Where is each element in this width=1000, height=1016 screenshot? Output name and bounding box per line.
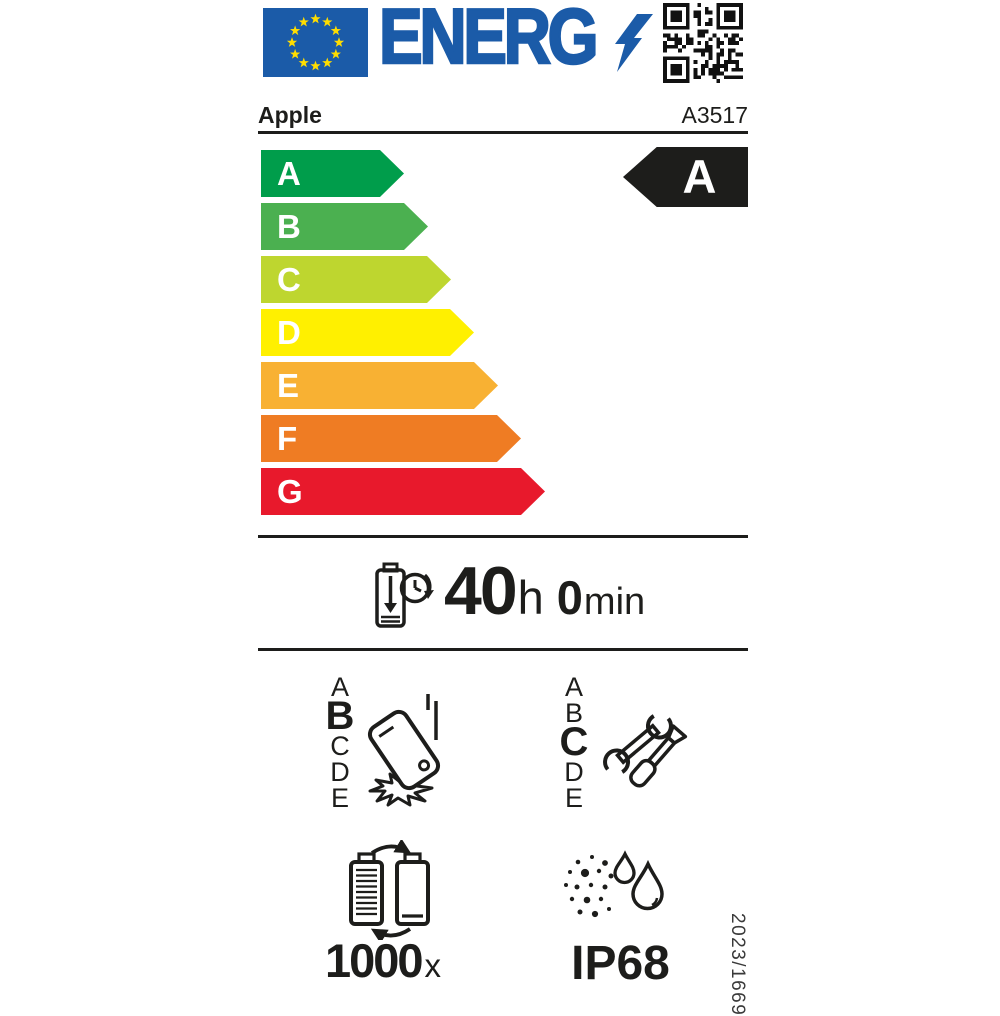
grade-letter: E	[564, 783, 583, 813]
battery-life-value: 40 h 0 min	[444, 552, 646, 629]
eu-flag-icon	[263, 8, 368, 77]
regulation-number: 2023/1669	[727, 913, 748, 1016]
divider	[258, 648, 748, 651]
grade-letter: A	[330, 672, 349, 702]
phone-drop-icon	[367, 694, 441, 807]
class-arrow-d: D	[261, 309, 474, 356]
class-arrow-b: B	[261, 203, 428, 250]
brand-row: Apple A3517	[258, 95, 748, 134]
class-arrow-g: G	[261, 468, 545, 515]
battery-cycles-value: 1000x	[283, 933, 483, 988]
repairability-scale: A B C D E	[555, 672, 593, 813]
class-arrow-c: C	[261, 256, 451, 303]
lightning-bolt-icon	[615, 14, 653, 72]
grade-letter: C	[559, 720, 589, 764]
drop-resistance-scale: A B C D E	[321, 672, 359, 813]
battery-cycle-icon	[349, 840, 430, 940]
grade-letter: D	[330, 757, 350, 787]
divider	[258, 535, 748, 538]
efficiency-scale: A B C D E F G	[261, 150, 545, 515]
grade-letter: B	[564, 698, 583, 728]
ip-rating: IP68	[571, 937, 670, 990]
battery-clock-icon	[375, 562, 434, 628]
cycles-number: 1000	[324, 934, 424, 987]
dust-water-icon	[564, 850, 664, 918]
battery-life-minutes-unit: min	[583, 581, 646, 623]
grade-letter: A	[564, 672, 583, 702]
grade-letter: B	[325, 694, 355, 738]
class-arrow-a: A	[261, 150, 404, 197]
energy-label: ENERG Apple A3517 A B C D E F G A 40 h	[258, 0, 748, 1016]
energy-logo-text: ENERG	[378, 0, 600, 80]
wrench-screwdriver-icon	[603, 712, 688, 788]
battery-life-minutes: 0	[556, 571, 583, 624]
grade-letter: C	[330, 731, 350, 761]
class-arrow-e: E	[261, 362, 498, 409]
cycles-unit: x	[424, 947, 442, 984]
battery-life-hours-unit: h	[517, 571, 544, 624]
model-number: A3517	[681, 102, 748, 128]
class-arrow-f: F	[261, 415, 521, 462]
qr-code	[663, 3, 743, 83]
grade-letter: D	[564, 757, 584, 787]
grade-letter: E	[330, 783, 349, 813]
battery-life-hours: 40	[444, 553, 518, 629]
rated-class-indicator: A	[623, 147, 748, 207]
brand-name: Apple	[258, 102, 322, 128]
